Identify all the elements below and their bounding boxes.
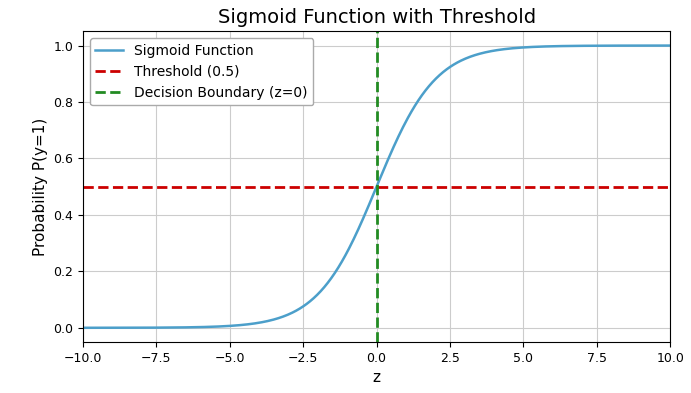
Sigmoid Function (666, 43, 674, 48)
Y-axis label: Probability P(y=1): Probability P(y=1) (32, 118, 48, 256)
Sigmoid Function (652, 43, 661, 48)
Sigmoid Function (428, 80, 437, 84)
Line: Sigmoid Function: Sigmoid Function (83, 46, 670, 328)
Sigmoid Function (397, 129, 405, 134)
Threshold (0.5) (402, 184, 410, 189)
Legend: Sigmoid Function, Threshold (0.5), Decision Boundary (z=0): Sigmoid Function, Threshold (0.5), Decis… (90, 39, 313, 105)
X-axis label: z: z (372, 370, 381, 385)
Sigmoid Function (358, 219, 366, 224)
Title: Sigmoid Function with Threshold: Sigmoid Function with Threshold (218, 8, 536, 27)
Threshold (0.5) (372, 184, 381, 189)
Sigmoid Function (560, 44, 569, 48)
Sigmoid Function (79, 325, 87, 330)
Sigmoid Function (361, 211, 370, 216)
